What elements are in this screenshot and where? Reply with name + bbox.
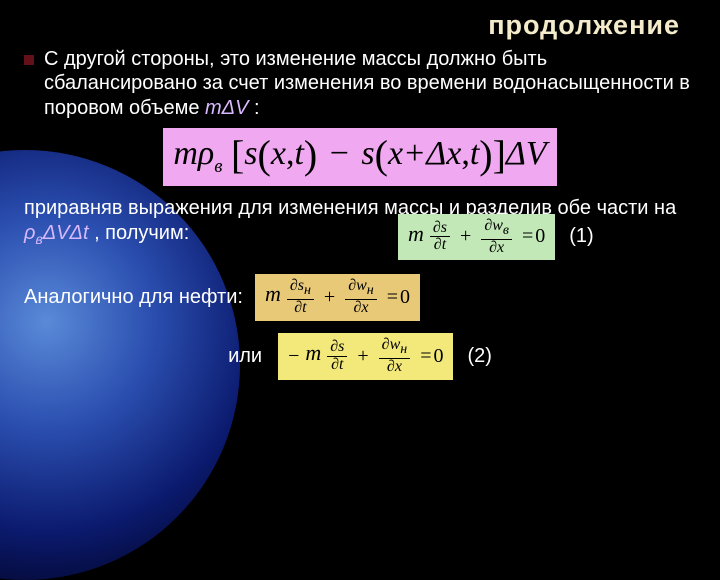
eqn-frac2: ∂wн ∂x — [379, 337, 411, 376]
eqo-x: x — [361, 299, 368, 316]
eq1-s1: s — [244, 135, 257, 172]
p2-rho: ρ — [24, 222, 35, 244]
eqw-plus: + — [456, 225, 475, 247]
paragraph-1: С другой стороны, это изменение массы до… — [44, 47, 702, 120]
p2-sub: в — [35, 231, 42, 247]
eqo-d3: ∂ — [348, 277, 356, 294]
eqn-d2: ∂ — [331, 356, 339, 373]
eqw-t: t — [442, 236, 446, 253]
eqw-sub: в — [503, 223, 509, 238]
eq1-c2: , — [461, 135, 470, 172]
eqn-m: m — [305, 340, 321, 365]
eqo-frac1: ∂sн ∂t — [287, 278, 314, 317]
eqo-plus: + — [320, 286, 339, 308]
eq1-rho: ρ — [198, 135, 214, 172]
eqn-x: x — [395, 358, 402, 375]
eq1-dV: ΔV — [506, 135, 547, 172]
eqw-frac1: ∂s ∂t — [430, 220, 450, 255]
eqn-plus: + — [353, 345, 372, 367]
eqn-d4: ∂ — [387, 358, 395, 375]
equation-pde-oil-neg: − m ∂s ∂t + ∂wн ∂x =0 — [278, 333, 453, 380]
bullet-paragraph-1: С другой стороны, это изменение массы до… — [18, 47, 702, 120]
eq1-dx: Δx — [426, 135, 461, 172]
equation-pde-water: m ∂s ∂t + ∂wв ∂x =0 — [398, 214, 555, 261]
eqw-x: x — [497, 239, 504, 256]
eq1-s2: s — [361, 135, 374, 172]
eq1-x: x — [271, 135, 286, 172]
eqw-s: s — [441, 219, 447, 236]
p1-text: С другой стороны, это изменение массы до… — [44, 48, 690, 119]
eq1-rp: ) — [304, 132, 317, 177]
eqo-d1: ∂ — [290, 277, 298, 294]
eqo-frac2: ∂wн ∂x — [345, 278, 377, 317]
eqo-w: w — [356, 277, 367, 294]
eqo-eq: = — [383, 286, 398, 308]
row-or: или − m ∂s ∂t + ∂wн ∂x =0 (2) — [18, 333, 702, 380]
eqn-t: t — [339, 356, 343, 373]
eqo-subw: н — [367, 284, 374, 299]
eqw-d4: ∂ — [489, 239, 497, 256]
eqo-t: t — [302, 299, 306, 316]
p2-ital2: ΔVΔt — [43, 222, 89, 244]
eqw-0: 0 — [533, 225, 545, 247]
slide-title: продолжение — [18, 10, 680, 41]
eqn-sub: н — [400, 342, 407, 357]
eqo-m: m — [265, 281, 281, 306]
eqw-m: m — [408, 221, 424, 246]
eqo-subs: н — [304, 284, 311, 299]
eqw-w: w — [492, 217, 503, 234]
eq1-lp: ( — [258, 132, 271, 177]
eq1-rp2: ) — [479, 132, 492, 177]
eq1-minus: − — [326, 135, 353, 172]
eqn-frac1: ∂s ∂t — [327, 339, 347, 374]
eq1-x2: x — [388, 135, 403, 172]
eq1-t2: t — [470, 135, 479, 172]
eqn-0: 0 — [431, 345, 443, 367]
eq1-sub-v: в — [214, 156, 222, 177]
eq1-rbr: ] — [493, 132, 506, 177]
eqw-d1: ∂ — [433, 219, 441, 236]
p1-ital: mΔV — [205, 97, 248, 119]
eq1-lp2: ( — [375, 132, 388, 177]
eqo-0: 0 — [398, 286, 410, 308]
eqn-minus: − — [288, 345, 301, 367]
p1-tail: : — [248, 97, 259, 119]
p2b: , получим: — [89, 222, 190, 244]
eq1-lbr: [ — [231, 132, 244, 177]
eqn-s: s — [338, 338, 344, 355]
eqw-d2: ∂ — [434, 236, 442, 253]
p2a: приравняв выражения для изменения массы … — [24, 197, 676, 219]
eqo-d2: ∂ — [294, 299, 302, 316]
eqn-d1: ∂ — [330, 338, 338, 355]
equation-mass-balance: mρв [s(x,t) − s(x+Δx,t)]ΔV — [163, 128, 556, 186]
bullet-icon — [24, 55, 34, 65]
row-oil: Аналогично для нефти: m ∂sн ∂t + ∂wн ∂x … — [24, 274, 702, 321]
p4: или — [228, 345, 262, 368]
label-2: (2) — [467, 345, 491, 368]
eqn-d3: ∂ — [382, 336, 390, 353]
label-1: (1) — [569, 225, 593, 248]
eq1-t: t — [294, 135, 303, 172]
eqw-frac2: ∂wв ∂x — [481, 218, 512, 257]
eqn-eq: = — [416, 345, 431, 367]
eqw-eq: = — [518, 225, 533, 247]
eq1-plus: + — [403, 135, 426, 172]
eq1-m: m — [173, 135, 198, 172]
p3: Аналогично для нефти: — [24, 286, 243, 309]
equation-pde-oil: m ∂sн ∂t + ∂wн ∂x =0 — [255, 274, 420, 321]
eqn-w: w — [390, 336, 401, 353]
